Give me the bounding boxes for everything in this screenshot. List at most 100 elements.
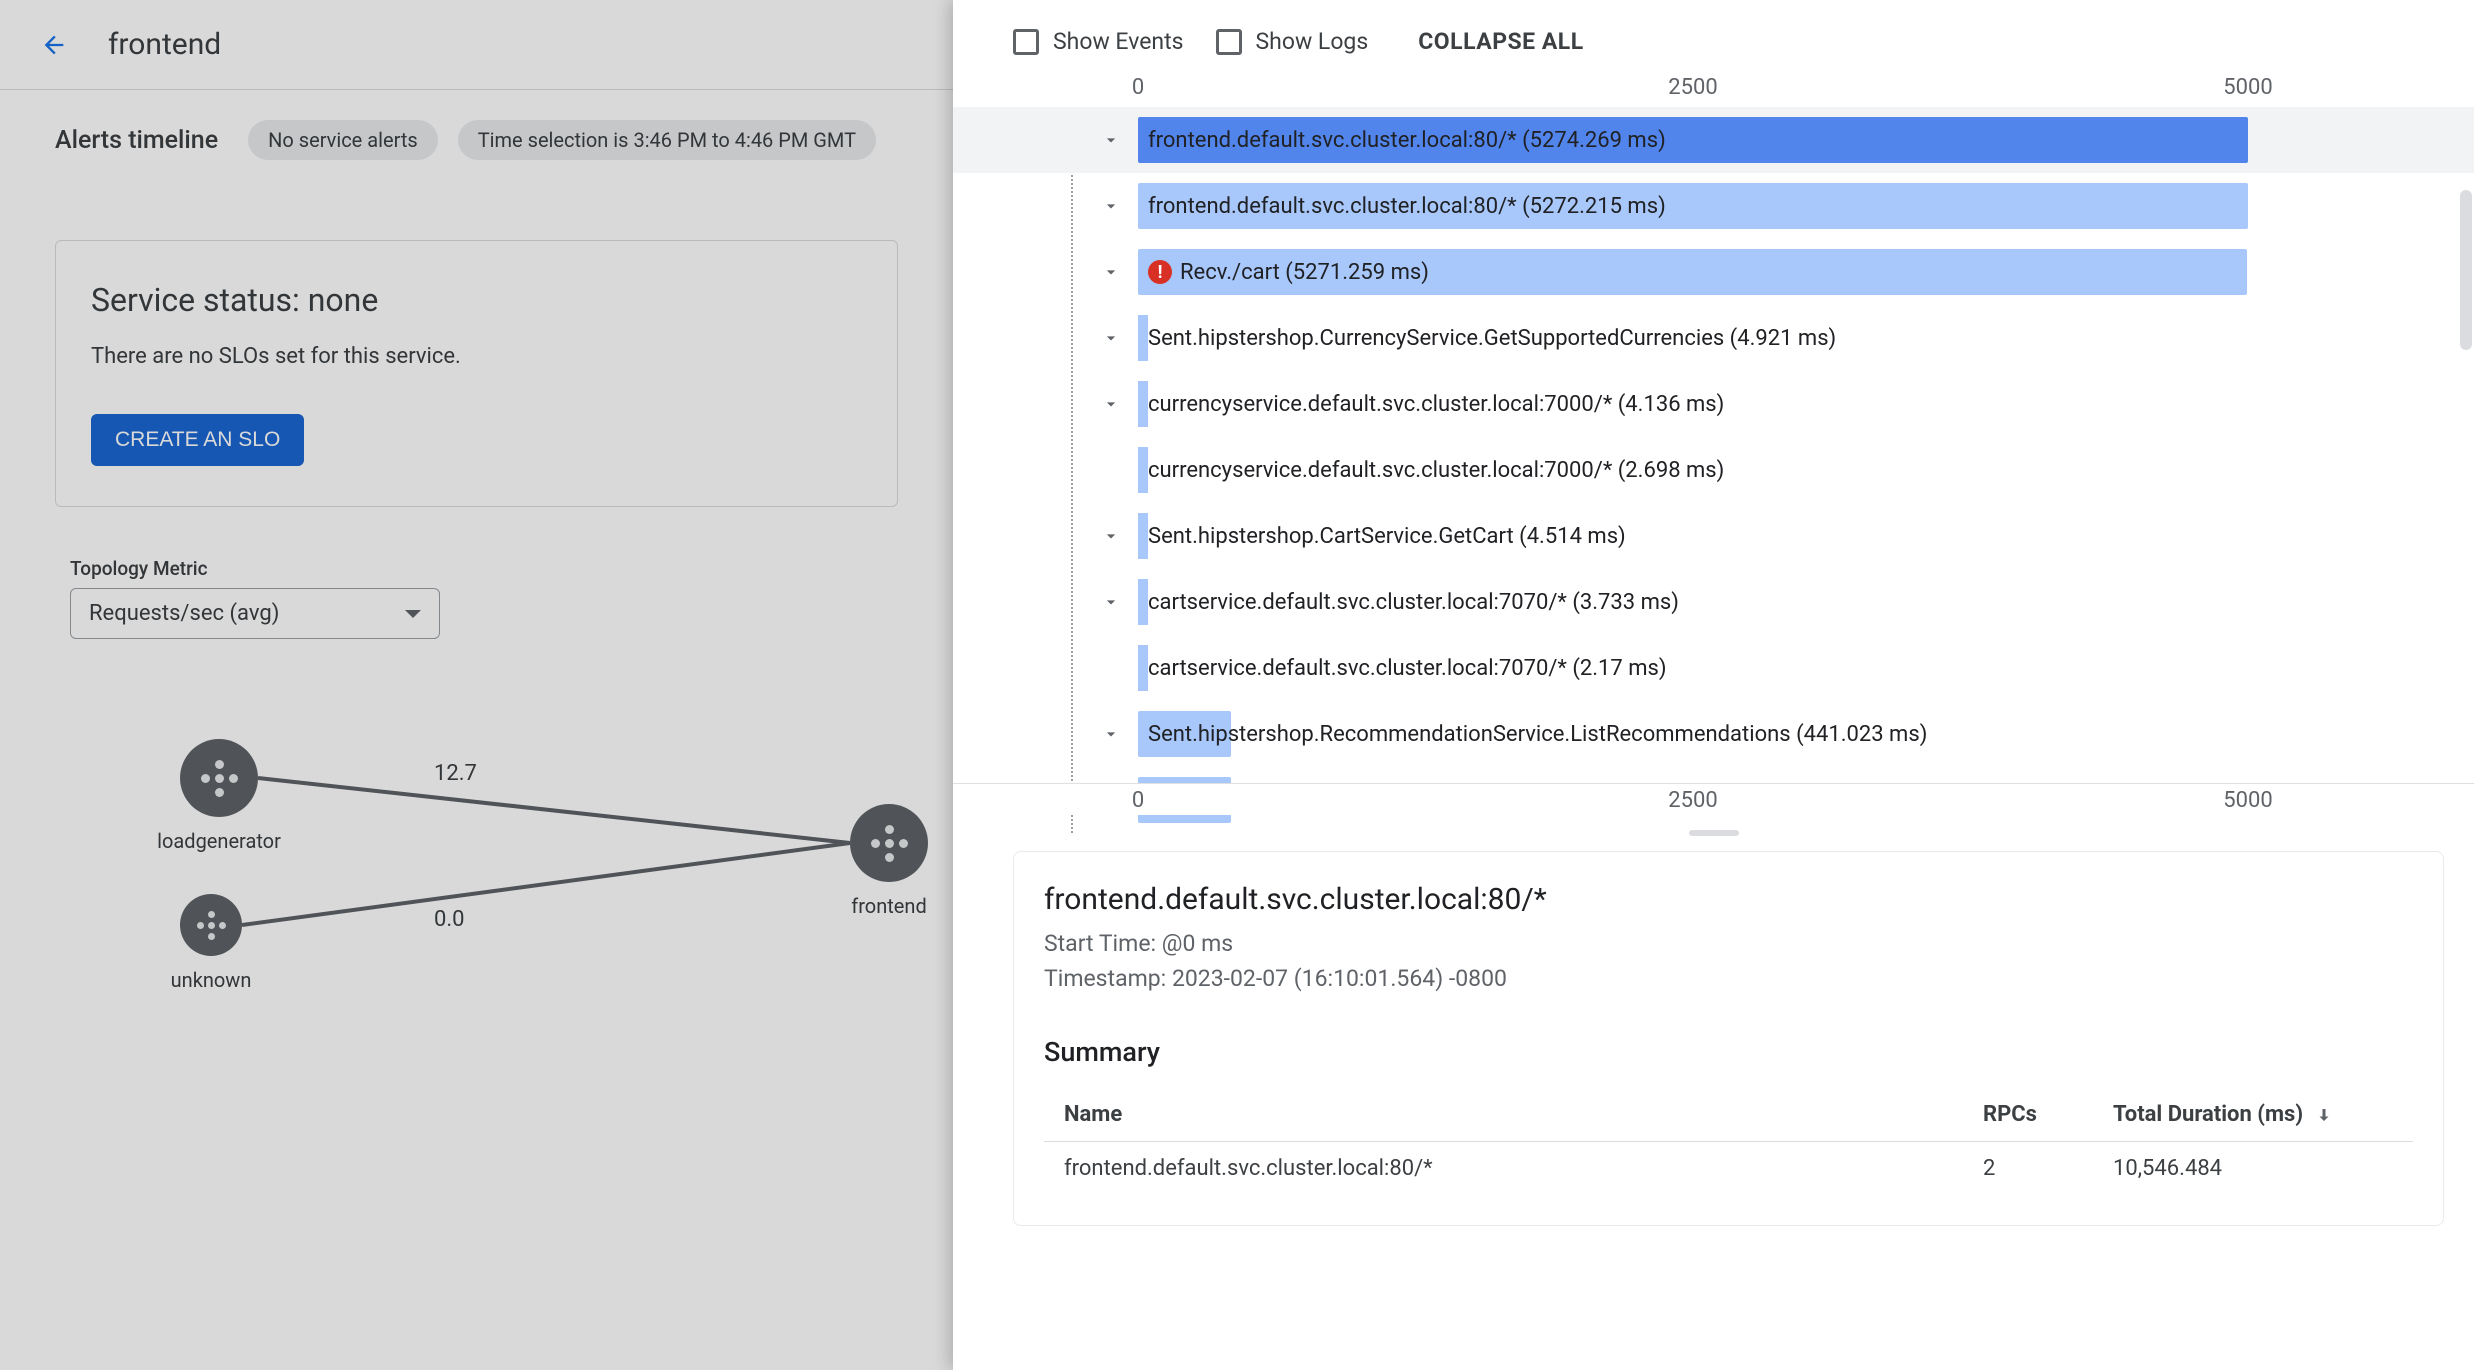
service-node-icon [195, 909, 227, 941]
col-name-header[interactable]: Name [1064, 1102, 1983, 1127]
span-detail-title: frontend.default.svc.cluster.local:80/* [1044, 882, 2413, 917]
span-label: cartservice.default.svc.cluster.local:70… [1148, 590, 1679, 615]
trace-span-row[interactable]: cartservice.default.svc.cluster.local:70… [953, 635, 2474, 701]
collapse-all-button[interactable]: COLLAPSE ALL [1418, 28, 1583, 55]
summary-table: Name RPCs Total Duration (ms) frontend.d… [1044, 1088, 2413, 1195]
show-logs-checkbox-wrap[interactable]: Show Logs [1216, 28, 1369, 55]
span-label: Sent.hipstershop.RecommendationService.L… [1148, 722, 1927, 747]
service-node-icon [869, 823, 909, 863]
topology-metric-select[interactable]: Requests/sec (avg) [70, 588, 440, 639]
header: frontend [0, 0, 953, 90]
span-duration-bar[interactable] [1138, 579, 1148, 625]
trace-scrollbar[interactable] [2460, 190, 2472, 880]
span-duration-bar[interactable] [1138, 513, 1148, 559]
span-label-text: Sent.hipstershop.CurrencyService.GetSupp… [1148, 326, 1836, 351]
axis-tick: 0 [1132, 788, 1144, 813]
chevron-down-icon[interactable] [1101, 724, 1121, 744]
service-node-frontend[interactable] [850, 804, 928, 882]
span-detail-panel: frontend.default.svc.cluster.local:80/* … [1013, 851, 2444, 1226]
chevron-down-icon[interactable] [1101, 592, 1121, 612]
axis-tick: 2500 [1668, 788, 1717, 813]
summary-header-row: Name RPCs Total Duration (ms) [1044, 1088, 2413, 1142]
service-node-label-frontend: frontend [851, 894, 926, 918]
span-label-text: Sent.hipstershop.CartService.GetCart (4.… [1148, 524, 1626, 549]
left-panel: frontend Alerts timeline No service aler… [0, 0, 953, 1370]
alerts-timeline-row: Alerts timeline No service alerts Time s… [0, 90, 953, 170]
trace-span-row[interactable]: Sent.hipstershop.RecommendationService.L… [953, 701, 2474, 767]
chevron-down-icon[interactable] [1101, 328, 1121, 348]
show-logs-label: Show Logs [1256, 28, 1369, 55]
service-node-label-unknown: unknown [171, 968, 252, 992]
topology-edges [150, 739, 1050, 1139]
span-duration-bar[interactable] [1138, 447, 1148, 493]
summary-cell-name: frontend.default.svc.cluster.local:80/* [1064, 1156, 1983, 1181]
topology-graph: loadgenerator unknown frontend 12.7 0.0 [150, 739, 953, 1139]
span-label-text: currencyservice.default.svc.cluster.loca… [1148, 458, 1724, 483]
axis-tick: 2500 [1668, 75, 1717, 100]
span-label: cartservice.default.svc.cluster.local:70… [1148, 656, 1667, 681]
topology-metric-label: Topology Metric [70, 557, 898, 580]
axis-tick: 0 [1132, 75, 1144, 100]
span-label-text: frontend.default.svc.cluster.local:80/* … [1148, 128, 1666, 153]
scrollbar-thumb[interactable] [2460, 190, 2472, 350]
page-title: frontend [108, 27, 221, 62]
trace-detail-panel: Show Events Show Logs COLLAPSE ALL 02500… [953, 0, 2474, 1370]
col-rpcs-header[interactable]: RPCs [1983, 1102, 2113, 1127]
show-events-checkbox-wrap[interactable]: Show Events [1013, 28, 1184, 55]
span-label: currencyservice.default.svc.cluster.loca… [1148, 458, 1724, 483]
trace-span-row[interactable]: Sent.hipstershop.CartService.GetCart (4.… [953, 503, 2474, 569]
topology-metric-value: Requests/sec (avg) [89, 601, 279, 626]
chevron-down-icon[interactable] [1101, 196, 1121, 216]
col-duration-header[interactable]: Total Duration (ms) [2113, 1102, 2393, 1127]
span-label-text: cartservice.default.svc.cluster.local:70… [1148, 590, 1679, 615]
trace-span-row[interactable]: currencyservice.default.svc.cluster.loca… [953, 437, 2474, 503]
span-duration-bar[interactable] [1138, 315, 1148, 361]
time-selection-chip[interactable]: Time selection is 3:46 PM to 4:46 PM GMT [458, 120, 876, 160]
trace-span-row[interactable]: currencyservice.default.svc.cluster.loca… [953, 371, 2474, 437]
no-service-alerts-chip[interactable]: No service alerts [248, 120, 438, 160]
span-label-text: currencyservice.default.svc.cluster.loca… [1148, 392, 1724, 417]
alerts-timeline-title: Alerts timeline [55, 126, 218, 155]
show-logs-checkbox[interactable] [1216, 29, 1242, 55]
summary-cell-rpcs: 2 [1983, 1156, 2113, 1181]
service-status-card: Service status: none There are no SLOs s… [55, 240, 898, 507]
span-duration-bar[interactable] [1138, 381, 1148, 427]
trace-axis-top: 0 2500 5000 [953, 75, 2474, 107]
span-label: frontend.default.svc.cluster.local:80/* … [1148, 128, 1666, 153]
col-duration-label: Total Duration (ms) [2113, 1102, 2303, 1127]
sort-descending-icon [2315, 1106, 2333, 1124]
chevron-down-icon[interactable] [1101, 526, 1121, 546]
error-icon: ! [1148, 260, 1172, 284]
back-arrow-icon[interactable] [40, 31, 68, 59]
span-label-text: Sent.hipstershop.RecommendationService.L… [1148, 722, 1927, 747]
summary-table-row[interactable]: frontend.default.svc.cluster.local:80/*2… [1044, 1142, 2413, 1195]
service-status-text: There are no SLOs set for this service. [91, 344, 862, 369]
trace-span-row[interactable]: Sent.hipstershop.CurrencyService.GetSupp… [953, 305, 2474, 371]
dim-overlay [0, 0, 953, 1370]
chevron-down-icon[interactable] [1101, 262, 1121, 282]
show-events-label: Show Events [1053, 28, 1184, 55]
span-label: frontend.default.svc.cluster.local:80/* … [1148, 194, 1666, 219]
summary-heading: Summary [1044, 1036, 2413, 1068]
trace-span-row[interactable]: frontend.default.svc.cluster.local:80/* … [953, 107, 2474, 173]
span-label-text: cartservice.default.svc.cluster.local:70… [1148, 656, 1667, 681]
create-slo-button[interactable]: CREATE AN SLO [91, 414, 304, 466]
trace-span-row[interactable]: ! Recv./cart (5271.259 ms) [953, 239, 2474, 305]
service-node-label-loadgenerator: loadgenerator [157, 829, 281, 853]
service-node-icon [199, 758, 239, 798]
axis-tick: 5000 [2223, 75, 2272, 100]
trace-span-row[interactable]: frontend.default.svc.cluster.local:80/* … [953, 173, 2474, 239]
service-node-unknown[interactable] [180, 894, 242, 956]
span-label-text: Recv./cart (5271.259 ms) [1180, 260, 1429, 285]
span-label: Sent.hipstershop.CartService.GetCart (4.… [1148, 524, 1626, 549]
edge-label-1: 0.0 [430, 907, 469, 932]
trace-span-row[interactable]: cartservice.default.svc.cluster.local:70… [953, 569, 2474, 635]
span-timestamp: Timestamp: 2023-02-07 (16:10:01.564) -08… [1044, 962, 2413, 997]
chevron-down-icon[interactable] [1101, 130, 1121, 150]
show-events-checkbox[interactable] [1013, 29, 1039, 55]
service-node-loadgenerator[interactable] [180, 739, 258, 817]
edge-label-0: 12.7 [430, 761, 481, 786]
span-label: ! Recv./cart (5271.259 ms) [1148, 260, 1429, 285]
chevron-down-icon[interactable] [1101, 394, 1121, 414]
span-duration-bar[interactable] [1138, 645, 1148, 691]
